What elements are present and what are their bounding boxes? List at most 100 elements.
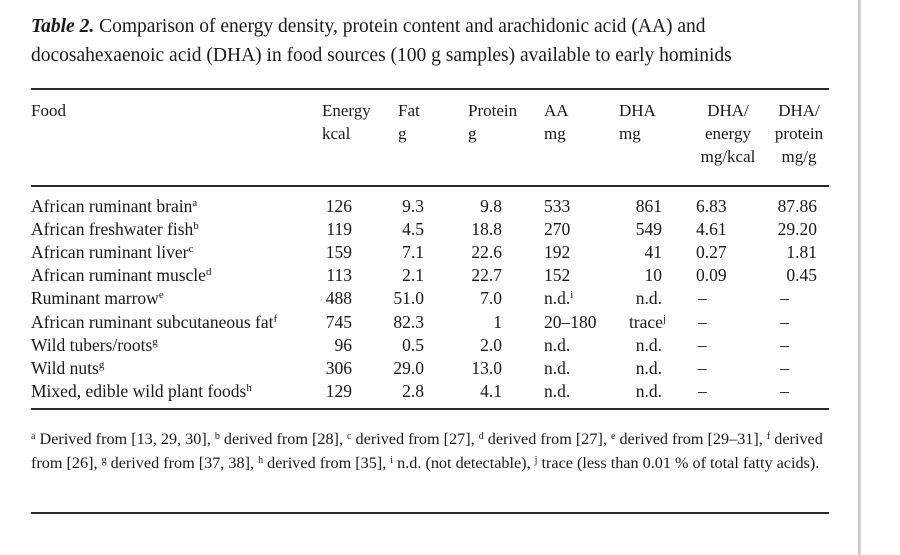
cell-value: trace: [628, 311, 663, 332]
cell-dha_protein: –: [780, 334, 789, 356]
footnote-text: trace (less than 0.01 % of total fatty a…: [537, 454, 820, 472]
cell-dha_protein: 1.81: [786, 241, 817, 263]
cell-dha_energy: 0.27: [696, 241, 727, 263]
cell-dha_protein: –: [780, 380, 789, 402]
footnote-mark: h: [246, 381, 252, 394]
footnote-mark: g: [98, 358, 105, 371]
food-name: Ruminant marrow: [31, 288, 159, 309]
cell-value: 9.8: [480, 196, 502, 216]
cell-food: African freshwater fishb: [31, 218, 199, 240]
footnote-text: derived from [35],: [263, 454, 391, 472]
cell-fat: 29.0: [393, 357, 424, 379]
footnote-mark: b: [193, 220, 199, 233]
header-food-line-1: Food: [31, 101, 66, 120]
cell-value: 488: [325, 288, 352, 309]
cell-value: n.d.: [544, 334, 571, 355]
cell-value: 126: [325, 196, 352, 216]
cell-aa: 270: [544, 218, 570, 240]
cell-value: 22.7: [471, 265, 502, 286]
cell-value: 51.0: [393, 288, 424, 309]
cell-aa: n.d.: [544, 357, 570, 379]
footnote-mark: i: [570, 289, 574, 302]
cell-dha_energy: –: [698, 287, 707, 309]
cell-value: –: [780, 311, 789, 332]
cell-aa: n.d.: [544, 334, 570, 356]
cell-dha_protein: 29.20: [778, 218, 817, 240]
cell-energy: 159: [326, 241, 352, 263]
cell-value: 82.3: [393, 311, 424, 332]
cell-protein: 18.8: [471, 218, 502, 240]
cell-dha_energy: 0.09: [696, 264, 727, 286]
cell-value: –: [780, 288, 789, 309]
footnote-mark: b: [214, 431, 220, 442]
footnote-mark: f: [273, 312, 278, 325]
cell-value: 113: [326, 265, 352, 286]
cell-value: 861: [635, 196, 662, 216]
footnote-mark: e: [610, 431, 616, 442]
food-name: Wild nuts: [31, 357, 99, 378]
cell-dha_energy: 6.83: [696, 195, 727, 217]
footnote-mark: j: [662, 312, 666, 325]
header-dha_energy-line-2: energy: [705, 124, 751, 143]
cell-dha_protein: –: [780, 311, 789, 333]
footnote-f: f derived from [26],: [31, 430, 823, 472]
cell-value: 4.5: [402, 219, 424, 240]
cell-fat: 9.3: [402, 195, 424, 217]
cell-value: 0.09: [696, 265, 727, 286]
cell-dha: 861: [636, 195, 662, 217]
footnote-mark: a: [31, 431, 36, 442]
cell-protein: 1: [493, 311, 502, 333]
footnote-mark: c: [347, 431, 352, 442]
cell-dha: 549: [636, 218, 662, 240]
cell-value: 0.5: [402, 334, 424, 355]
cell-value: 7.1: [402, 242, 424, 263]
cell-value: –: [698, 357, 707, 378]
header-dha_protein-line-3: mg/g: [781, 147, 817, 166]
cell-value: 20–180: [544, 311, 597, 332]
cell-protein: 2.0: [480, 334, 502, 356]
cell-protein: 22.6: [471, 241, 502, 263]
cell-value: 306: [325, 357, 352, 378]
cell-food: Wild tubers/rootsg: [31, 334, 158, 356]
cell-dha_protein: –: [780, 287, 789, 309]
cell-value: –: [780, 334, 789, 355]
footnote-text: n.d. (not detectable),: [393, 454, 535, 472]
cell-fat: 0.5: [402, 334, 424, 356]
cell-food: Mixed, edible wild plant foodsh: [31, 380, 252, 402]
cell-food: African ruminant braina: [31, 195, 197, 217]
header-aa-line-2: mg: [544, 124, 566, 143]
top-rule: [31, 88, 829, 90]
bottom-rule: [31, 408, 829, 410]
footnote-text: derived from [27],: [351, 430, 479, 448]
footnote-d: d derived from [27],: [479, 430, 611, 448]
table-footnotes: a Derived from [13, 29, 30], b derived f…: [31, 427, 836, 475]
cell-value: 159: [325, 242, 352, 263]
cell-protein: 7.0: [480, 287, 502, 309]
cell-value: 745: [325, 311, 352, 332]
cell-dha: n.d.: [636, 334, 662, 356]
cell-value: –: [780, 380, 789, 401]
cell-value: 2.1: [402, 265, 424, 286]
cell-value: 29.0: [393, 357, 424, 378]
cell-value: 87.86: [777, 196, 817, 216]
cell-value: n.d.: [635, 380, 662, 401]
cell-energy: 126: [326, 195, 352, 217]
footnote-mark: d: [478, 431, 484, 442]
cell-energy: 745: [326, 311, 352, 333]
cell-aa: n.d.: [544, 380, 570, 402]
cell-fat: 4.5: [402, 218, 424, 240]
cell-value: 18.8: [471, 219, 502, 240]
cell-value: –: [698, 334, 707, 355]
cell-protein: 9.8: [480, 195, 502, 217]
footnote-g: g derived from [37, 38],: [102, 454, 259, 472]
header-energy-line-1: Energy: [322, 101, 371, 120]
footnote-rule: [31, 512, 829, 514]
cell-value: 1: [493, 311, 502, 332]
cell-energy: 129: [326, 380, 352, 402]
cell-food: African ruminant liverc: [31, 241, 193, 263]
footnote-i: i n.d. (not detectable),: [390, 454, 534, 472]
cell-value: 129: [325, 380, 352, 401]
header-rule: [31, 185, 829, 187]
cell-energy: 96: [335, 334, 353, 356]
cell-energy: 306: [326, 357, 352, 379]
